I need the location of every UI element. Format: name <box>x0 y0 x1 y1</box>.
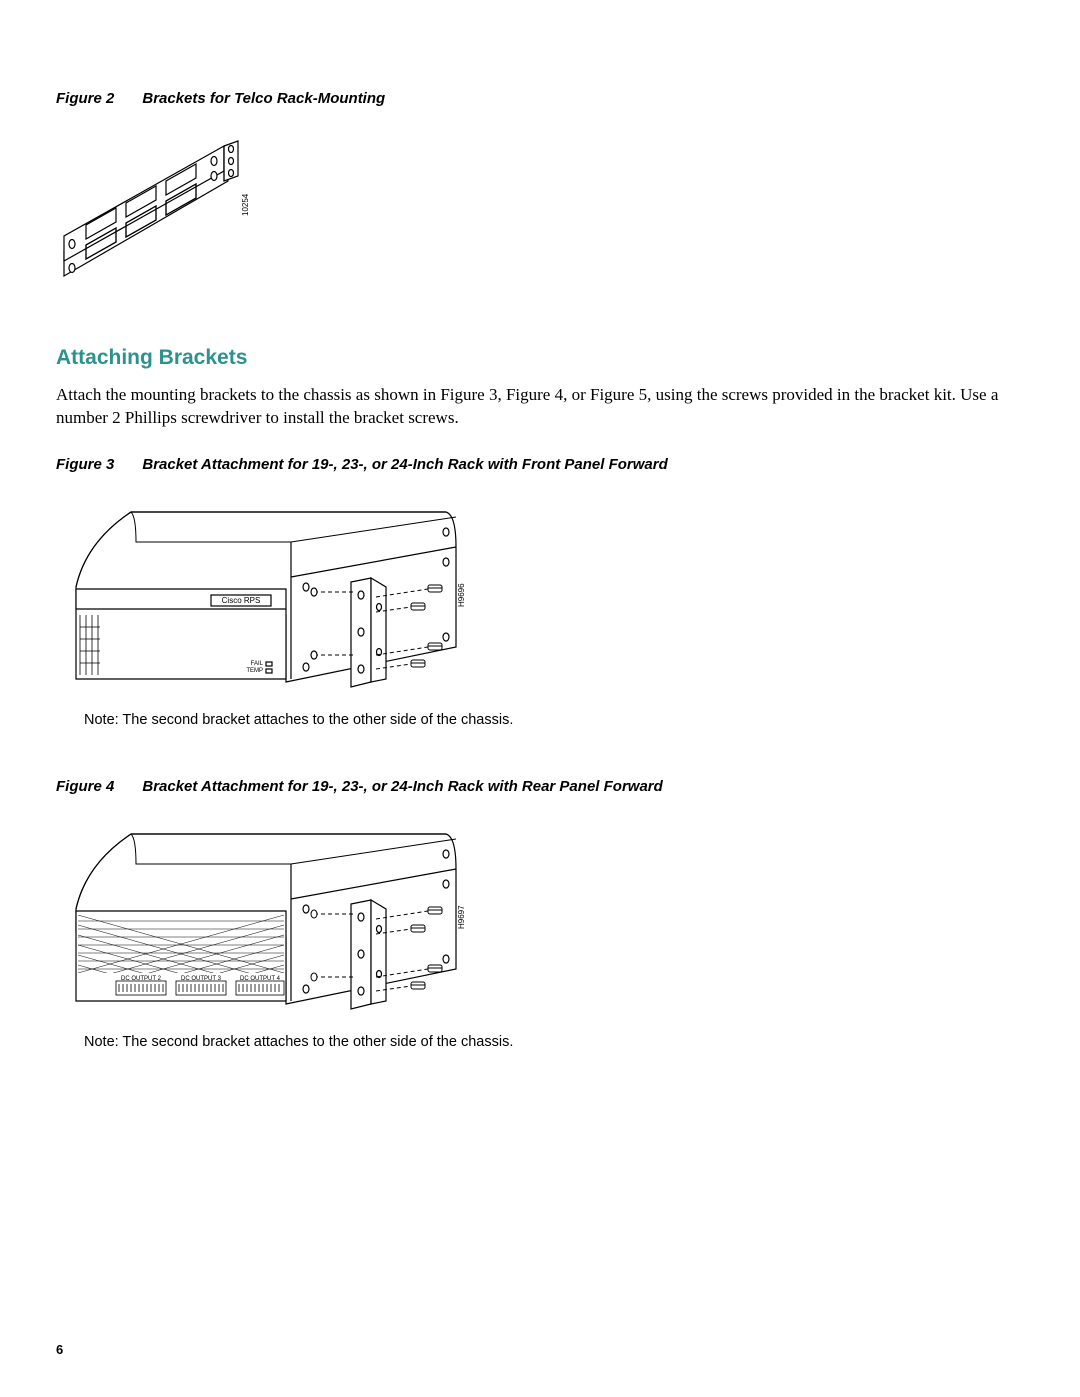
figure4-note: Note: The second bracket attaches to the… <box>84 1034 1024 1050</box>
figure4-title: Bracket Attachment for 19-, 23-, or 24-I… <box>142 778 662 795</box>
figure4-out3: DC OUTPUT 3 <box>181 976 222 982</box>
figure4-out2: DC OUTPUT 2 <box>121 976 162 982</box>
figure2-title: Brackets for Telco Rack-Mounting <box>142 90 385 107</box>
figure2-caption: Figure 2 Brackets for Telco Rack-Mounting <box>56 90 1024 107</box>
figure2-number: Figure 2 <box>56 90 114 107</box>
figure3-drawing-id: H9696 <box>457 583 466 607</box>
figure3-title: Bracket Attachment for 19-, 23-, or 24-I… <box>142 456 667 473</box>
figure3-note: Note: The second bracket attaches to the… <box>84 712 1024 728</box>
figure4-number: Figure 4 <box>56 778 114 795</box>
figure2-image: 10254 <box>56 121 1024 306</box>
figure3-led1: FAIL <box>251 661 264 667</box>
figure3-led2: TEMP <box>246 668 263 674</box>
figure4-caption: Figure 4 Bracket Attachment for 19-, 23-,… <box>56 778 1024 795</box>
page-number: 6 <box>56 1342 63 1357</box>
figure4-image: DC OUTPUT 2 DC OUTPUT 3 DC OUTPUT 4 H969… <box>56 809 1024 1024</box>
section-heading-attaching-brackets: Attaching Brackets <box>56 346 1024 370</box>
figure2-drawing-id: 10254 <box>241 193 250 216</box>
figure3-caption: Figure 3 Bracket Attachment for 19-, 23-,… <box>56 456 1024 473</box>
figure3-number: Figure 3 <box>56 456 114 473</box>
section-paragraph: Attach the mounting brackets to the chas… <box>56 384 1024 430</box>
figure3-image: Cisco RPS FAIL TEMP H9696 <box>56 487 1024 702</box>
figure4-out4: DC OUTPUT 4 <box>240 976 281 982</box>
figure4-drawing-id: H9697 <box>457 905 466 929</box>
figure3-device-label: Cisco RPS <box>222 596 261 605</box>
